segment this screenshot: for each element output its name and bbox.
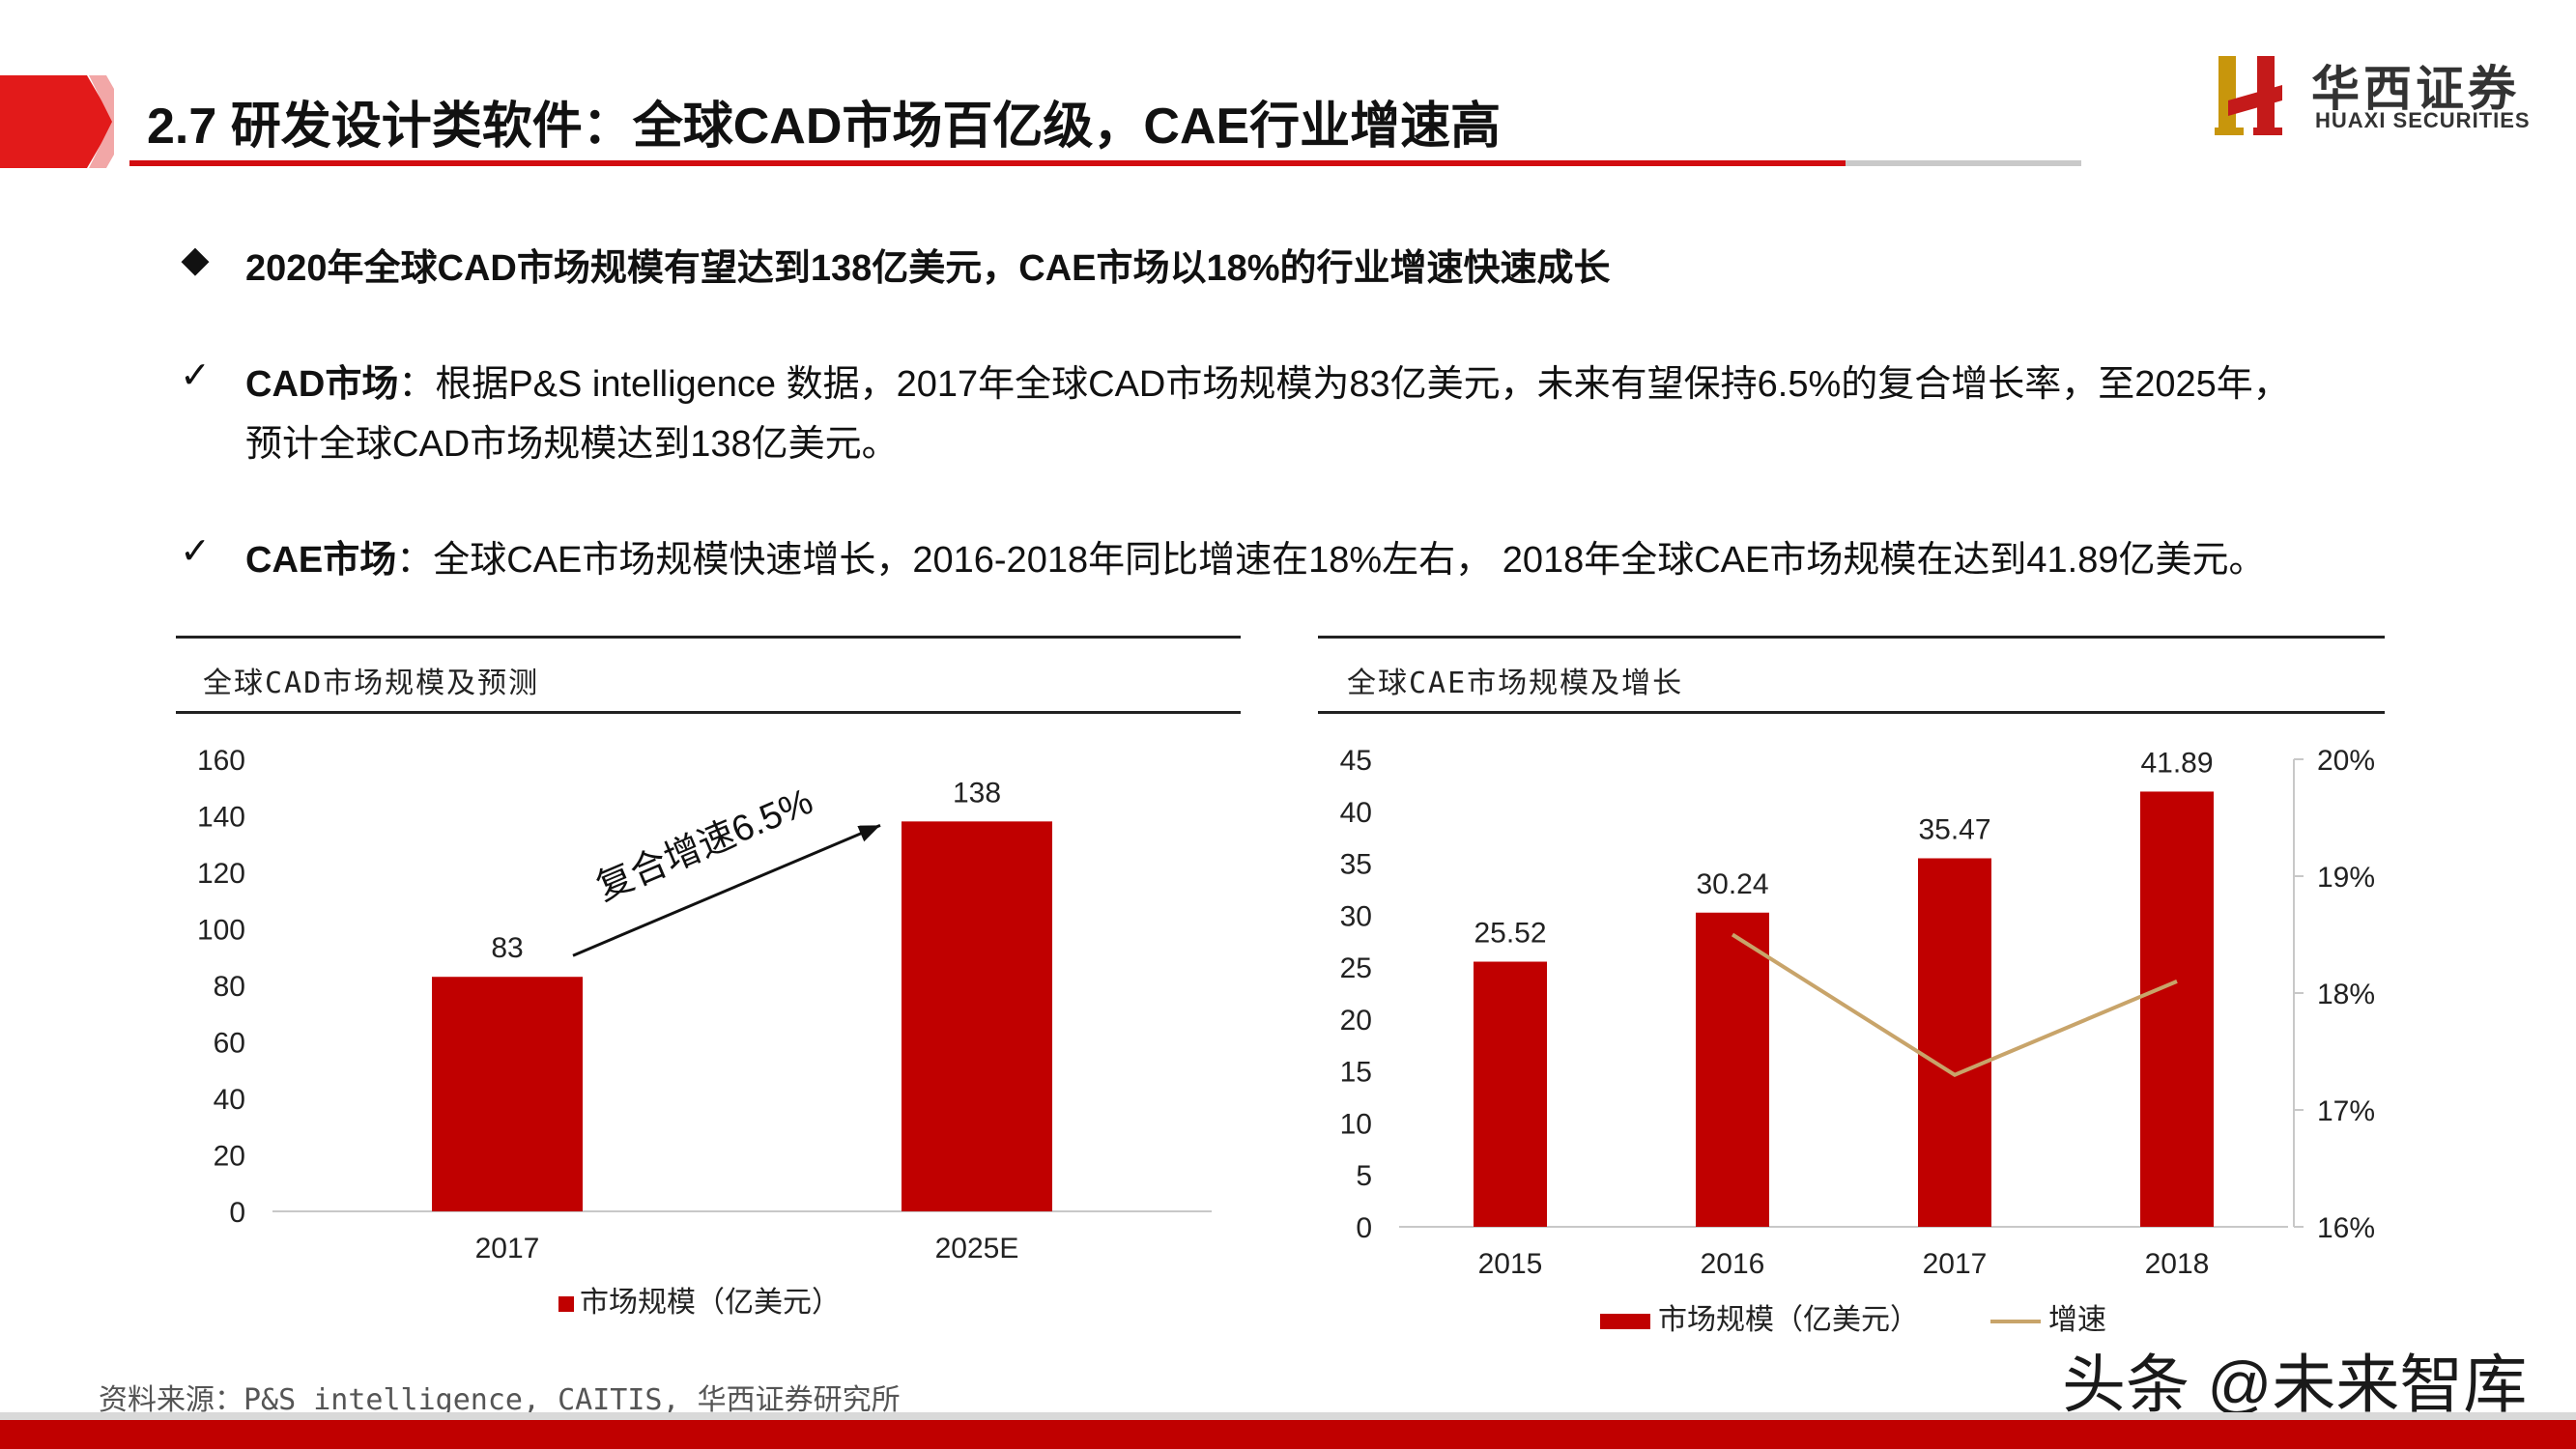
data-label: 35.47	[1918, 814, 1990, 846]
legend-swatch	[558, 1296, 574, 1312]
y-tick-label: 20	[214, 1141, 245, 1173]
bullet-cae-text: ：全球CAE市场规模快速增长，2016-2018年同比增速在18%左右， 201…	[396, 540, 2266, 581]
y2-tick-label: 17%	[2317, 1095, 2375, 1127]
y2-tick-label: 20%	[2317, 745, 2375, 777]
bullet-main-text: 2020年全球CAD市场规模有望达到138亿美元，CAE市场以18%的行业增速快…	[245, 248, 1611, 289]
y2-tick-label: 16%	[2317, 1212, 2375, 1244]
logo-text-cn: 华西证券	[2311, 62, 2520, 116]
x-tick-label: 2018	[2145, 1248, 2210, 1280]
y-tick-label: 20	[1340, 1005, 1372, 1037]
page-title: 2.7 研发设计类软件：全球CAD市场百亿级，CAE行业增速高	[147, 99, 1502, 155]
data-label: 83	[491, 932, 523, 964]
cad-chart-title: 全球CAD市场规模及预测	[203, 667, 540, 700]
y-tick-label: 60	[214, 1028, 245, 1060]
y-tick-label: 10	[1340, 1108, 1372, 1140]
bar	[2140, 791, 2214, 1227]
cae-panel-top-rule	[1318, 636, 2385, 639]
x-tick-label: 2025E	[935, 1233, 1019, 1264]
legend-label-line: 增速	[2048, 1304, 2106, 1336]
growth-arrow-head	[857, 825, 880, 842]
y-tick-label: 25	[1340, 952, 1372, 984]
cae-chart-title: 全球CAE市场规模及增长	[1347, 667, 1684, 700]
bar	[432, 977, 583, 1211]
y-tick-label: 80	[214, 971, 245, 1003]
y-tick-label: 120	[197, 858, 245, 890]
footer-gray-strip	[0, 1412, 2576, 1420]
y2-tick-label: 19%	[2317, 862, 2375, 894]
bar	[1918, 858, 1991, 1227]
growth-annotation: 复合增速6.5%	[590, 781, 818, 909]
y-tick-label: 140	[197, 802, 245, 834]
y-tick-label: 45	[1340, 745, 1372, 777]
legend-label-bar: 市场规模（亿美元）	[1658, 1304, 1919, 1336]
y-tick-label: 40	[1340, 797, 1372, 829]
x-tick-label: 2017	[475, 1233, 540, 1264]
y2-tick-label: 18%	[2317, 979, 2375, 1010]
data-label: 138	[953, 777, 1001, 809]
y-tick-label: 40	[214, 1084, 245, 1116]
bar	[1474, 961, 1547, 1227]
cae-panel-bottom-rule	[1318, 711, 2385, 714]
diamond-bullet-icon: ◆	[181, 240, 210, 280]
cae-market-chart: 0 5 10 15 20 25 30 35 40 45 16% 17% 18% 19% 20% 25.52 20…	[1340, 745, 2375, 1336]
bullet-cad-label: CAD市场	[245, 364, 399, 405]
bullet-cad-text-2: 预计全球CAD市场规模达到138亿美元。	[245, 424, 899, 465]
y-tick-label: 35	[1340, 849, 1372, 881]
y-tick-label: 100	[197, 915, 245, 947]
watermark-text: 头条 @未来智库	[2062, 1349, 2528, 1420]
footer-red-bar	[0, 1420, 2576, 1449]
data-label: 30.24	[1696, 868, 1768, 900]
logo-text-en: HUAXI SECURITIES	[2315, 108, 2531, 132]
legend: 市场规模（亿美元） 增速	[1600, 1304, 2106, 1336]
data-label: 25.52	[1474, 918, 1546, 950]
cad-market-chart: 0 20 40 60 80 100 120 140 160 83 2017 138 2025E 复合增速6…	[197, 745, 1212, 1319]
check-icon: ✓	[180, 355, 211, 396]
x-tick-label: 2015	[1478, 1248, 1543, 1280]
bullet-cae-label: CAE市场	[245, 540, 397, 581]
y-tick-label: 5	[1356, 1160, 1372, 1192]
y-tick-label: 15	[1340, 1057, 1372, 1089]
growth-arrow-line	[572, 823, 881, 957]
bullet-cad-text: ：根据P&S intelligence 数据，2017年全球CAD市场规模为83…	[398, 364, 2290, 405]
legend-swatch-bar	[1600, 1314, 1650, 1329]
y-tick-label: 160	[197, 745, 245, 777]
y-tick-label: 30	[1340, 900, 1372, 932]
cad-panel-bottom-rule	[176, 711, 1241, 714]
source-note: 资料来源：P&S intelligence, CAITIS, 华西证券研究所	[99, 1383, 901, 1417]
x-tick-label: 2017	[1923, 1248, 1988, 1280]
y-tick-label: 0	[229, 1197, 245, 1229]
title-underline-accent	[129, 160, 1846, 166]
data-label: 41.89	[2140, 747, 2213, 779]
legend: 市场规模（亿美元）	[558, 1287, 841, 1319]
bar	[902, 821, 1052, 1211]
x-tick-label: 2016	[1701, 1248, 1765, 1280]
bar	[1696, 912, 1769, 1227]
cad-panel-top-rule	[176, 636, 1241, 639]
y-tick-label: 0	[1356, 1212, 1372, 1244]
growth-line	[1731, 932, 2178, 1077]
check-icon: ✓	[180, 531, 211, 572]
legend-label: 市场规模（亿美元）	[580, 1287, 841, 1319]
title-tab-decoration	[0, 75, 114, 168]
huaxi-logo-icon	[2215, 56, 2282, 135]
